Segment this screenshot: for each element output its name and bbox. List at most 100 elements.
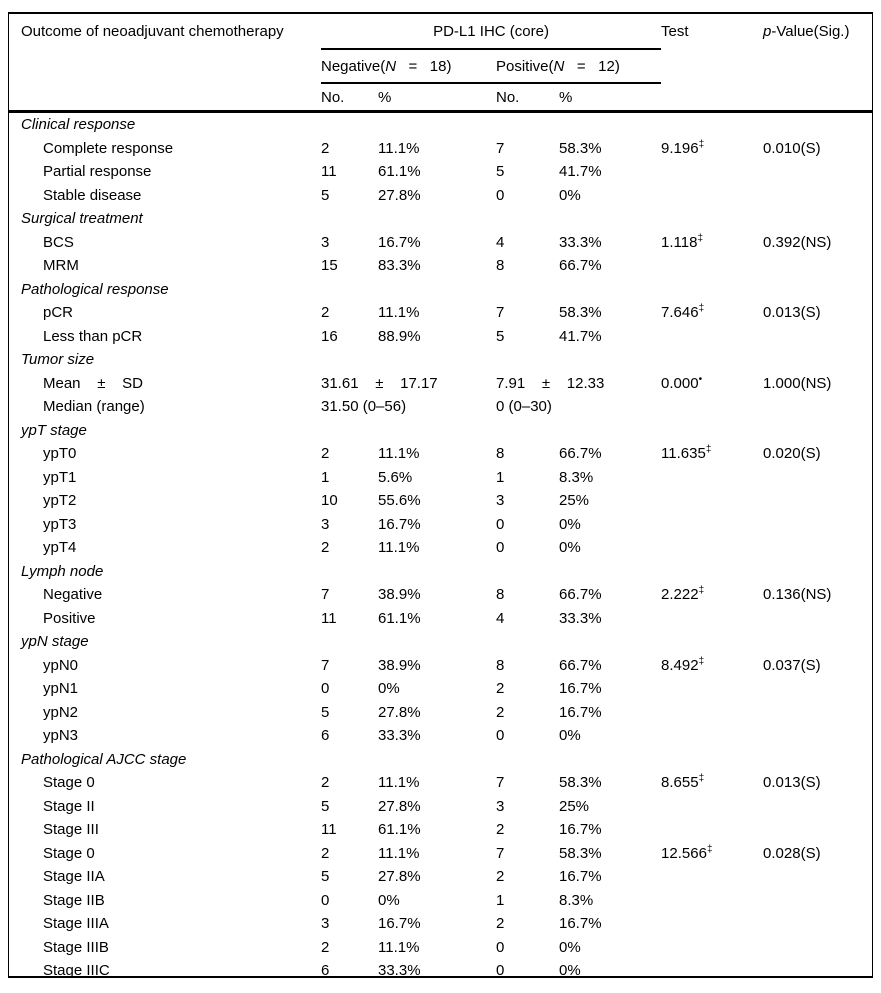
positive-count: 4: [496, 233, 505, 251]
negative-count: 2: [321, 844, 330, 862]
table-row: Stage IIB 0 0% 1 8.3%: [9, 889, 872, 913]
test-superscript: ‡: [698, 773, 705, 785]
column-header-positive-no: No.: [496, 83, 559, 113]
test-statistic: [661, 677, 763, 701]
p-value: 0.013(S): [763, 304, 821, 322]
test-statistic: [661, 701, 763, 725]
test-statistic: [661, 184, 763, 208]
positive-count: 0: [496, 186, 505, 204]
row-label: Stage IIA: [43, 868, 105, 886]
positive-count: 0: [496, 962, 505, 978]
test-statistic: 12.566‡: [661, 843, 713, 862]
negative-percent: 11.1%: [378, 844, 420, 862]
p-value: [763, 254, 872, 278]
test-superscript: ‡: [698, 138, 705, 150]
positive-pre: Positive(: [496, 57, 554, 75]
row-label: Less than pCR: [43, 327, 143, 345]
negative-count: 1: [321, 468, 330, 486]
test-statistic: 9.196‡: [661, 138, 705, 157]
table-row: Complete response 2 11.1% 7 58.3% 9.196‡ 0.010…: [9, 137, 872, 161]
row-label: Partial response: [43, 163, 152, 181]
positive-percent: 16.7%: [559, 868, 602, 886]
section-row: Tumor size: [9, 348, 872, 372]
positive-percent: 66.7%: [559, 656, 602, 674]
negative-count: 3: [321, 515, 330, 533]
test-statistic: [661, 818, 763, 842]
positive-percent: 0%: [559, 515, 581, 533]
negative-count: 11: [321, 821, 337, 839]
table-row: Stable disease 5 27.8% 0 0%: [9, 184, 872, 208]
column-header-outcome: Outcome of neoadjuvant chemotherapy: [9, 14, 321, 113]
table-row: Positive 11 61.1% 4 33.3%: [9, 607, 872, 631]
table-row: ypN3 6 33.3% 0 0%: [9, 724, 872, 748]
row-label: Stage IIIA: [43, 915, 109, 933]
negative-percent: 11.1%: [378, 938, 420, 956]
negative-n-italic: N: [385, 57, 397, 75]
column-header-positive: Positive(N = 12): [496, 49, 662, 84]
section-row: ypN stage: [9, 630, 872, 654]
table-row: Stage 0 2 11.1% 7 58.3% 12.566‡ 0.028(S): [9, 842, 872, 866]
negative-count: 2: [321, 139, 330, 157]
test-superscript: •: [698, 373, 703, 385]
negative-percent: 88.9%: [378, 327, 421, 345]
table-body: Clinical response Complete response 2 11.1%…: [9, 112, 872, 978]
outcomes-statistics-table: Outcome of neoadjuvant chemotherapy PD-L…: [8, 12, 873, 978]
table-header: Outcome of neoadjuvant chemotherapy PD-L…: [9, 14, 872, 113]
row-label: MRM: [43, 257, 79, 275]
section-label: Pathological AJCC stage: [21, 750, 187, 768]
column-header-positive-pct: %: [559, 83, 662, 113]
negative-percent: 11.1%: [378, 304, 420, 322]
pvalue-italic-p: p: [763, 23, 772, 40]
section-row: Pathological response: [9, 278, 872, 302]
p-value: [763, 912, 872, 936]
test-statistic: [661, 936, 763, 960]
negative-percent: 11.1%: [378, 774, 420, 792]
table-row: Stage IIIC 6 33.3% 0 0%: [9, 959, 872, 978]
positive-percent: 33.3%: [559, 609, 602, 627]
row-label: Negative: [43, 586, 103, 604]
p-value: [763, 936, 872, 960]
row-label: Complete response: [43, 139, 174, 157]
test-superscript: ‡: [706, 843, 713, 855]
test-statistic: [661, 466, 763, 490]
positive-n-italic: N: [553, 57, 565, 75]
test-statistic: 7.646‡: [661, 303, 705, 322]
p-value: [763, 489, 872, 513]
table-row: ypT1 1 5.6% 1 8.3%: [9, 466, 872, 490]
positive-percent: 33.3%: [559, 233, 602, 251]
positive-percent: 16.7%: [559, 703, 602, 721]
negative-percent: 0%: [378, 680, 400, 698]
test-superscript: ‡: [705, 444, 712, 456]
positive-count: 4: [496, 609, 505, 627]
test-statistic: [661, 536, 763, 560]
positive-percent: 0%: [559, 186, 581, 204]
test-statistic: [661, 160, 763, 184]
row-label: Stage 0: [43, 844, 95, 862]
positive-percent: 66.7%: [559, 257, 602, 275]
table-row: Stage III 11 61.1% 2 16.7%: [9, 818, 872, 842]
p-value: 0.037(S): [763, 656, 821, 674]
negative-percent: 16.7%: [378, 233, 421, 251]
test-statistic: [661, 395, 763, 419]
table-row: Partial response 11 61.1% 5 41.7%: [9, 160, 872, 184]
section-label: Lymph node: [21, 562, 104, 580]
p-value: [763, 160, 872, 184]
positive-count: 5: [496, 327, 505, 345]
negative-count: 2: [321, 445, 330, 463]
positive-count: 5: [496, 163, 505, 181]
table-row: BCS 3 16.7% 4 33.3% 1.118‡ 0.392(NS): [9, 231, 872, 255]
positive-count: 0: [496, 515, 505, 533]
table-row: ypT3 3 16.7% 0 0%: [9, 513, 872, 537]
negative-percent: 0%: [378, 891, 400, 909]
test-statistic: [661, 254, 763, 278]
test-statistic: 0.000•: [661, 373, 703, 392]
p-value: [763, 677, 872, 701]
p-value: [763, 701, 872, 725]
table-row: ypT0 2 11.1% 8 66.7% 11.635‡ 0.020(S): [9, 442, 872, 466]
test-superscript: ‡: [698, 303, 705, 315]
test-statistic: 8.655‡: [661, 773, 705, 792]
negative-count: 15: [321, 257, 338, 275]
positive-percent: 0%: [559, 727, 581, 745]
negative-percent: 61.1%: [378, 163, 421, 181]
negative-count: 2: [321, 539, 330, 557]
